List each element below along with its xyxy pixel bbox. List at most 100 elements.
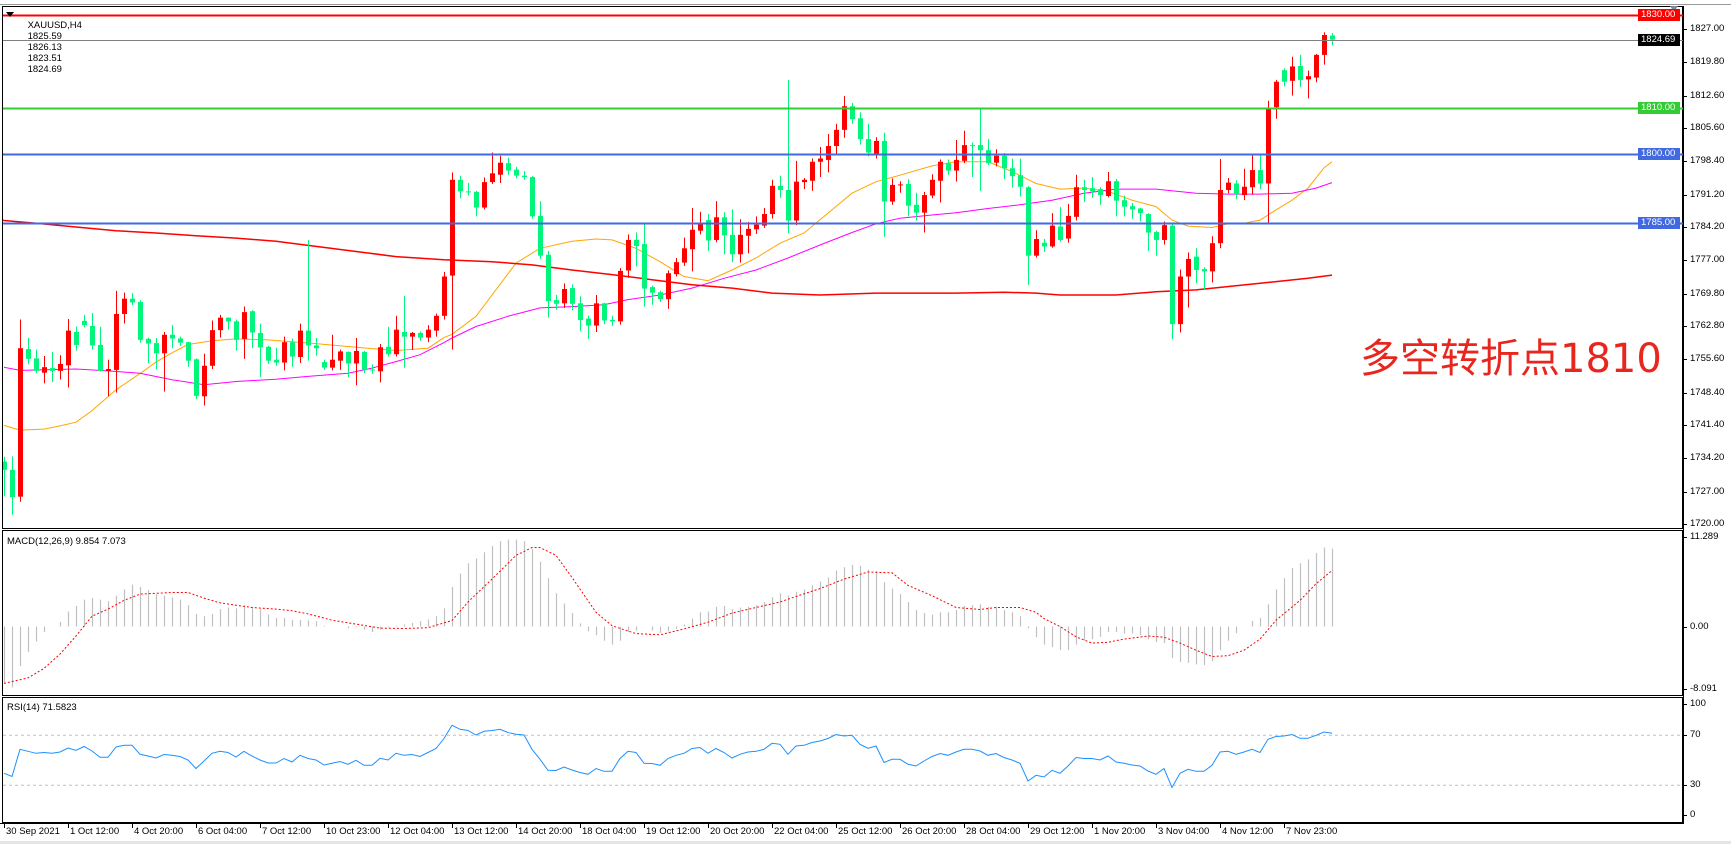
- price-axis-label: 1734.20: [1690, 452, 1725, 464]
- candle: [1290, 56, 1295, 96]
- candle: [1178, 269, 1183, 333]
- candle-body: [810, 161, 815, 181]
- candle-body: [170, 334, 175, 339]
- candle: [602, 302, 607, 325]
- candle-body: [394, 329, 399, 355]
- candle-body: [1122, 200, 1127, 207]
- candle: [906, 179, 911, 217]
- candle-body: [330, 359, 335, 368]
- candle: [634, 232, 639, 267]
- candle-body: [234, 321, 239, 340]
- candle-body: [770, 185, 775, 215]
- candle: [338, 349, 343, 370]
- time-axis-tick: [1220, 823, 1221, 828]
- macd-panel[interactable]: [2, 530, 1683, 696]
- candle-body: [778, 185, 783, 190]
- time-axis[interactable]: [0, 823, 1731, 841]
- price-axis[interactable]: [1683, 6, 1731, 823]
- candle-body: [474, 191, 479, 208]
- candle: [626, 234, 631, 278]
- candle: [594, 294, 599, 333]
- candle-body: [1058, 226, 1063, 240]
- candle: [42, 356, 47, 384]
- candle-body: [1082, 187, 1087, 190]
- price-tag-1830-00: 1830.00: [1638, 9, 1680, 22]
- candle-body: [458, 179, 463, 192]
- candle: [530, 176, 535, 219]
- candle-body: [114, 313, 119, 370]
- ohlc-low: 1823.51: [27, 53, 62, 64]
- candle-body: [1138, 208, 1143, 214]
- price-axis-label: 1812.60: [1690, 89, 1725, 101]
- candle: [50, 351, 55, 382]
- candle: [1098, 187, 1103, 205]
- rsi-axis-label-tick: [1683, 785, 1687, 786]
- candle: [770, 179, 775, 219]
- candle-body: [226, 317, 231, 322]
- candle: [122, 292, 127, 324]
- candle: [138, 300, 143, 343]
- price-panel[interactable]: [2, 6, 1683, 529]
- candle: [1074, 174, 1079, 221]
- candle-body: [722, 217, 727, 236]
- candle-body: [1026, 187, 1031, 256]
- time-axis-tick: [900, 823, 901, 828]
- candle-body: [146, 338, 151, 344]
- candle-body: [858, 118, 863, 140]
- dropdown-triangle-icon[interactable]: [6, 12, 14, 17]
- candle: [1282, 68, 1287, 87]
- candle: [810, 158, 815, 191]
- candle: [706, 214, 711, 252]
- price-axis-label-tick: [1683, 326, 1687, 327]
- candle-body: [210, 330, 215, 366]
- candle: [1130, 202, 1135, 219]
- candle-body: [1306, 76, 1311, 80]
- time-axis-label: 4 Oct 20:00: [134, 826, 184, 837]
- candle-body: [3, 461, 7, 470]
- price-axis-label: 1762.80: [1690, 319, 1725, 331]
- candle: [1234, 180, 1239, 200]
- candle: [26, 338, 31, 365]
- candle-body: [866, 139, 871, 153]
- candle-body: [154, 343, 159, 354]
- candle: [930, 174, 935, 199]
- chart-shift-marker-icon[interactable]: [1670, 6, 1678, 12]
- candle-body: [418, 332, 423, 338]
- candle: [818, 146, 823, 178]
- time-axis-tick: [580, 823, 581, 828]
- candle-body: [354, 350, 359, 364]
- candle: [1298, 54, 1303, 88]
- candle-body: [362, 351, 367, 370]
- candle-body: [1210, 243, 1215, 272]
- candle-body: [562, 288, 567, 304]
- candle: [266, 345, 271, 364]
- candle: [1122, 195, 1127, 217]
- candle: [194, 358, 199, 400]
- candle: [370, 364, 375, 374]
- candle: [146, 337, 151, 363]
- candle: [362, 350, 367, 374]
- candle-body: [18, 348, 23, 497]
- time-axis-label: 12 Oct 04:00: [390, 826, 445, 837]
- candle: [442, 271, 447, 320]
- price-plot-group: [3, 32, 1335, 515]
- candle-body: [834, 129, 839, 147]
- annotation-text: 多空转折点1810: [1360, 336, 1662, 382]
- candle-body: [1314, 54, 1319, 78]
- macd-axis-label: 11.289: [1690, 531, 1719, 543]
- candle-body: [698, 223, 703, 231]
- symbol-timeframe: XAUUSD,H4: [27, 20, 82, 31]
- candle: [762, 208, 767, 228]
- price-axis-label: 1755.60: [1690, 353, 1725, 365]
- candle-body: [986, 150, 991, 164]
- candle-body: [994, 155, 999, 163]
- price-axis-label-tick: [1683, 425, 1687, 426]
- candle-body: [298, 330, 303, 357]
- candle: [178, 336, 183, 346]
- price-axis-label-tick: [1683, 492, 1687, 493]
- candle: [954, 140, 959, 182]
- candle-body: [538, 215, 543, 256]
- moving-average-slow: [3, 219, 1333, 296]
- price-tag-1785-00: 1785.00: [1638, 217, 1680, 230]
- time-axis-label: 28 Oct 04:00: [966, 826, 1021, 837]
